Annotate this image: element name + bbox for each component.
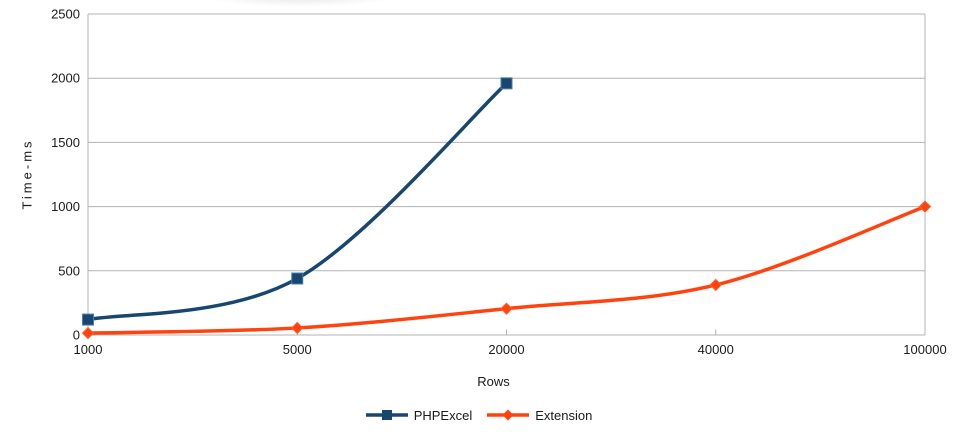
legend-item-extension: Extension	[486, 408, 592, 423]
legend-item-phpexcel: PHPExcel	[365, 407, 473, 423]
marker-diamond-extension	[500, 302, 513, 315]
legend-label-phpexcel: PHPExcel	[413, 407, 473, 423]
x-tick-label: 100000	[903, 342, 946, 357]
y-tick-label: 2000	[51, 71, 80, 86]
phpexcel-line-square-icon	[365, 410, 408, 420]
plot-border	[87, 14, 926, 335]
legend-label-extension: Extension	[535, 407, 593, 423]
x-tick-label: 1000	[74, 342, 103, 357]
x-tick-label: 40000	[698, 342, 734, 357]
marker-diamond-extension	[709, 278, 722, 292]
axis-tick-labels: 0 500 1000 1500 2000 2500 1000 5000 20000 40000 10…	[51, 7, 947, 358]
y-tick-label: 0	[73, 328, 80, 343]
x-axis-title: Rows	[477, 374, 510, 389]
x-tick-label: 5000	[283, 342, 312, 357]
y-tick-label: 1500	[51, 135, 80, 150]
gridlines	[88, 13, 925, 336]
marker-square-phpexcel	[82, 313, 94, 326]
marker-diamond-extension	[291, 321, 304, 335]
legend: PHPExcel Extension	[0, 404, 957, 426]
marker-diamond-extension	[918, 200, 932, 213]
marker-square-phpexcel	[500, 77, 513, 90]
series-line-phpexcel	[86, 81, 509, 322]
y-axis-title: Time-ms	[19, 138, 35, 210]
marker-diamond-extension	[81, 326, 95, 340]
y-tick-label: 1000	[51, 199, 80, 214]
y-tick-label: 500	[58, 263, 80, 278]
y-tick-label: 2500	[51, 7, 80, 22]
data-series	[81, 77, 932, 340]
extension-line-diamond-icon	[487, 409, 530, 421]
marker-square-phpexcel	[291, 272, 304, 285]
x-tick-label: 20000	[488, 342, 524, 357]
